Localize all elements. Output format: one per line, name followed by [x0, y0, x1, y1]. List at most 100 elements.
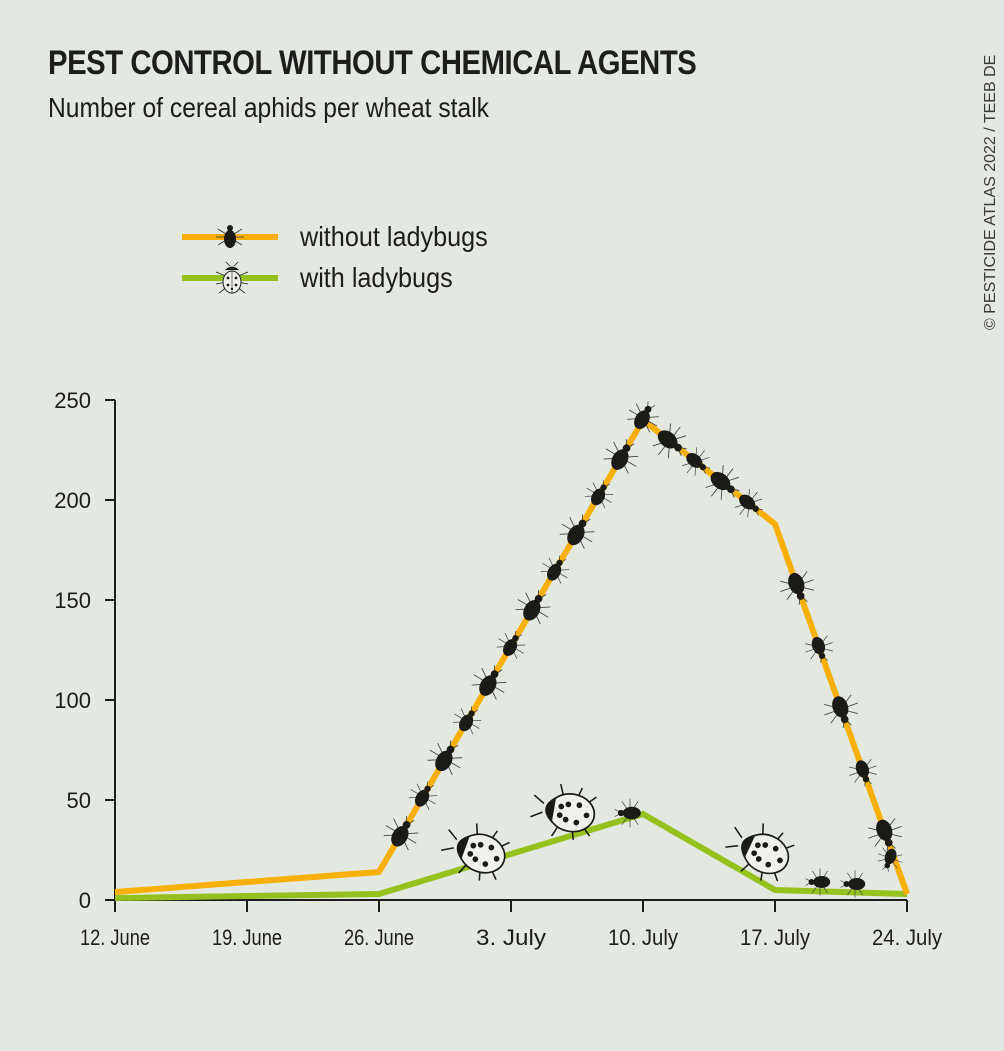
legend-label: with ladybugs [300, 262, 453, 293]
ladybug-spot [777, 857, 783, 864]
ladybug-spot [488, 844, 495, 851]
aphid-body [415, 789, 430, 807]
ladybug-spot [772, 845, 779, 852]
y-tick-label: 200 [54, 488, 91, 513]
y-tick-label: 50 [67, 788, 91, 813]
aphid-head [843, 881, 850, 887]
aphid-body [657, 430, 678, 449]
ladybug-spot [583, 812, 590, 819]
ladybug-spot [477, 841, 484, 848]
aphid-head [699, 464, 707, 471]
aphid-legs [840, 870, 863, 898]
aphid-legs [705, 465, 740, 500]
aphid-legs [868, 817, 902, 852]
y-tick-label: 100 [54, 688, 91, 713]
aphid-icon [515, 589, 551, 625]
aphid-icon [840, 870, 866, 898]
aphid-body [479, 675, 497, 696]
legend-swatch [182, 261, 278, 294]
aphid-body [567, 524, 585, 546]
chart-title: PEST CONTROL WITHOUT CHEMICAL AGENTS [48, 44, 697, 82]
aphid-legs [805, 868, 828, 896]
insect-illustrations [383, 401, 903, 898]
y-tick-label: 0 [79, 888, 91, 913]
legend-item-with-ladybugs: with ladybugs [182, 261, 470, 294]
series-line-without-ladybugs [114, 415, 910, 896]
aphid-head [617, 809, 625, 817]
x-tick-label: 10. July [608, 925, 678, 950]
aphid-icon [559, 514, 595, 549]
ladybug-spot [755, 856, 762, 862]
aphid-legs [877, 847, 903, 872]
aphid-icon [216, 225, 244, 248]
aphid-legs [584, 480, 614, 509]
aphid-icon [427, 740, 463, 775]
aphid-head [490, 670, 499, 679]
aphid-body [813, 876, 831, 888]
aphid-body [739, 494, 756, 510]
aphid-icon [652, 423, 687, 459]
aphid-head [468, 710, 475, 717]
aphid-body [391, 825, 409, 847]
aphid-icon [734, 488, 763, 518]
aphid-head [424, 785, 431, 793]
aphid-icon [408, 781, 438, 810]
x-tick-label: 17. July [740, 925, 810, 950]
aphid-legs [408, 781, 438, 810]
aphid-head [512, 635, 519, 642]
aphid-legs [603, 439, 639, 474]
y-tick-label: 250 [54, 388, 91, 413]
aphid-legs [471, 665, 507, 700]
aphid-body [547, 563, 562, 581]
aphid-icon [877, 847, 903, 872]
aphid-icon [824, 694, 858, 729]
ladybug-spot [562, 816, 569, 823]
aphid-body [876, 819, 893, 841]
aphid-icon [584, 480, 614, 509]
aphid-body [591, 488, 606, 506]
aphid-icon [471, 665, 507, 700]
aphid-head [402, 820, 411, 829]
aphid-icon [682, 447, 711, 476]
aphid-head [726, 485, 735, 494]
aphid-icon [383, 815, 419, 851]
aphid-legs [849, 758, 877, 787]
legend-item-without-ladybugs: without ladybugs [182, 221, 509, 252]
aphid-icon [603, 439, 639, 474]
aphid-icon [805, 868, 831, 896]
aphid-icon [540, 555, 570, 584]
aphid-body [788, 572, 805, 595]
aphid-icon [780, 571, 814, 605]
x-tick-label: 26. June [344, 925, 414, 950]
aphid-head [622, 444, 631, 453]
series-line-with-ladybugs [114, 810, 908, 901]
aphid-head [752, 505, 759, 512]
aphid-head [446, 745, 455, 754]
aphid-body [811, 636, 826, 655]
ladybug-spot [755, 842, 761, 849]
ladybug-icon [725, 823, 795, 882]
x-tick-label: 19. June [212, 925, 282, 950]
ladybug-spot [472, 856, 479, 863]
ladybug-spot [565, 801, 572, 808]
aphid-body [884, 848, 897, 865]
aphid-head [862, 775, 870, 783]
aphid-legs [496, 630, 526, 660]
ladybug-spot [558, 803, 565, 810]
aphid-body [622, 806, 641, 820]
chart-subtitle: Number of cereal aphids per wheat stalk [48, 92, 490, 123]
aphid-head [818, 652, 826, 659]
aphid-body [848, 878, 866, 890]
aphid-legs [383, 815, 419, 851]
ladybug-spot [762, 842, 769, 848]
aphid-head [796, 592, 805, 600]
x-tick-label: 24. July [872, 925, 942, 950]
aphid-body [855, 760, 870, 778]
aphid-legs [452, 706, 482, 735]
aphid-head [556, 559, 563, 567]
aphid-legs [780, 571, 814, 605]
aphid-icon [496, 630, 526, 660]
aphid-legs [652, 423, 687, 459]
